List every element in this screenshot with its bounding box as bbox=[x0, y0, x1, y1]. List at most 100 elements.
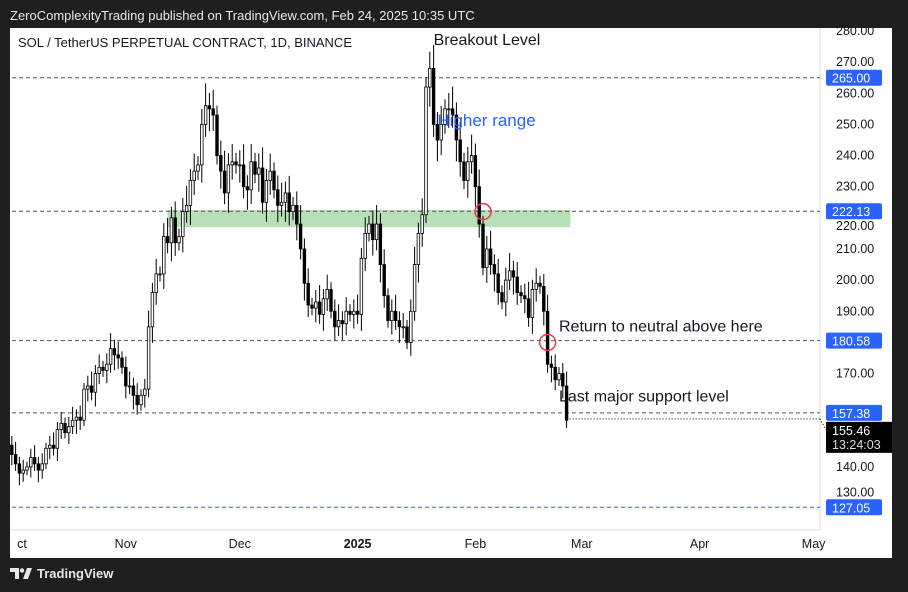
candle bbox=[169, 217, 174, 244]
candle bbox=[93, 373, 98, 393]
candle bbox=[165, 236, 170, 244]
candle bbox=[120, 357, 124, 368]
candle bbox=[222, 170, 227, 194]
candle bbox=[203, 105, 208, 125]
candle bbox=[443, 108, 447, 125]
candle bbox=[131, 385, 136, 396]
candle bbox=[511, 270, 516, 278]
candle bbox=[504, 279, 508, 303]
candle bbox=[78, 416, 82, 421]
price-label bbox=[826, 499, 882, 516]
candle bbox=[367, 223, 371, 234]
candle bbox=[439, 124, 443, 141]
candle bbox=[162, 236, 166, 275]
right-border bbox=[892, 28, 908, 558]
last-price-connector bbox=[819, 418, 827, 431]
candle bbox=[276, 189, 280, 206]
candle bbox=[561, 373, 565, 387]
candle bbox=[409, 310, 413, 343]
candle bbox=[215, 114, 219, 156]
candle bbox=[101, 366, 105, 371]
candle bbox=[435, 124, 440, 141]
last-price-label bbox=[826, 421, 892, 453]
candle bbox=[67, 426, 71, 434]
tradingview-logo-icon bbox=[10, 567, 32, 579]
candle bbox=[143, 388, 147, 396]
y-tick-label: 210.00 bbox=[836, 242, 874, 256]
candle bbox=[249, 161, 253, 191]
candle bbox=[226, 164, 231, 194]
candle bbox=[325, 289, 329, 300]
candle bbox=[310, 304, 314, 309]
x-tick-label: Mar bbox=[571, 537, 593, 551]
candle bbox=[496, 273, 500, 293]
candle bbox=[158, 273, 162, 276]
candle bbox=[469, 155, 474, 163]
price-label-text: 265.00 bbox=[832, 72, 870, 86]
candle bbox=[329, 289, 333, 312]
candle bbox=[55, 429, 60, 449]
candle bbox=[82, 388, 86, 421]
price-label-text: 157.38 bbox=[832, 407, 870, 421]
candle bbox=[59, 422, 63, 430]
x-tick-label: Feb bbox=[465, 537, 487, 551]
candle bbox=[428, 67, 432, 88]
candle bbox=[135, 394, 139, 406]
annotation-text[interactable]: Breakout Level bbox=[434, 32, 541, 49]
candle bbox=[40, 463, 44, 471]
x-tick-label: Nov bbox=[115, 537, 138, 551]
candle bbox=[462, 161, 466, 181]
candle bbox=[257, 167, 261, 175]
candle bbox=[150, 292, 155, 328]
candle bbox=[13, 454, 18, 465]
candle bbox=[431, 67, 436, 125]
candle bbox=[401, 326, 405, 329]
left-border bbox=[0, 28, 10, 558]
candle bbox=[181, 211, 185, 237]
candle bbox=[473, 155, 478, 188]
candle bbox=[295, 204, 299, 225]
candle bbox=[63, 422, 67, 434]
annotation-text[interactable]: Return to neutral above here bbox=[559, 319, 763, 336]
y-tick-label: 200.00 bbox=[836, 273, 874, 287]
candle bbox=[397, 320, 402, 328]
publisher-line: ZeroComplexityTrading published on Tradi… bbox=[10, 8, 475, 23]
candle bbox=[386, 295, 390, 322]
annotation-text[interactable]: Higher range bbox=[437, 111, 535, 130]
candle bbox=[36, 463, 41, 471]
candle bbox=[492, 264, 497, 275]
candle bbox=[333, 310, 337, 328]
candle bbox=[538, 282, 542, 287]
candle bbox=[488, 248, 493, 265]
x-tick-label: May bbox=[802, 537, 826, 551]
candle bbox=[340, 320, 345, 325]
candle bbox=[97, 366, 101, 374]
candle bbox=[515, 276, 519, 293]
top-bar bbox=[0, 0, 908, 28]
candle bbox=[32, 457, 37, 465]
annotation-text[interactable]: Last major support level bbox=[559, 389, 729, 406]
candle bbox=[268, 170, 272, 181]
candle bbox=[530, 289, 535, 318]
y-tick-label: 170.00 bbox=[836, 367, 874, 381]
candle bbox=[108, 348, 113, 365]
highlight-circle[interactable] bbox=[538, 333, 557, 352]
candle bbox=[420, 214, 424, 234]
highlight-circle[interactable] bbox=[474, 202, 492, 221]
last-price-text: 155.46 bbox=[832, 424, 870, 438]
y-tick-label: 130.00 bbox=[836, 485, 874, 499]
y-tick-label: 190.00 bbox=[836, 304, 874, 318]
tradingview-logo[interactable]: TradingView bbox=[10, 566, 113, 581]
candle bbox=[127, 385, 132, 388]
candle bbox=[154, 273, 158, 293]
candle bbox=[29, 457, 33, 468]
candle bbox=[549, 363, 554, 368]
candle bbox=[466, 161, 470, 181]
candle bbox=[51, 444, 56, 449]
candle bbox=[70, 419, 75, 427]
candle bbox=[314, 301, 318, 309]
candle bbox=[553, 366, 557, 381]
candle bbox=[454, 114, 459, 141]
candle bbox=[146, 326, 151, 390]
